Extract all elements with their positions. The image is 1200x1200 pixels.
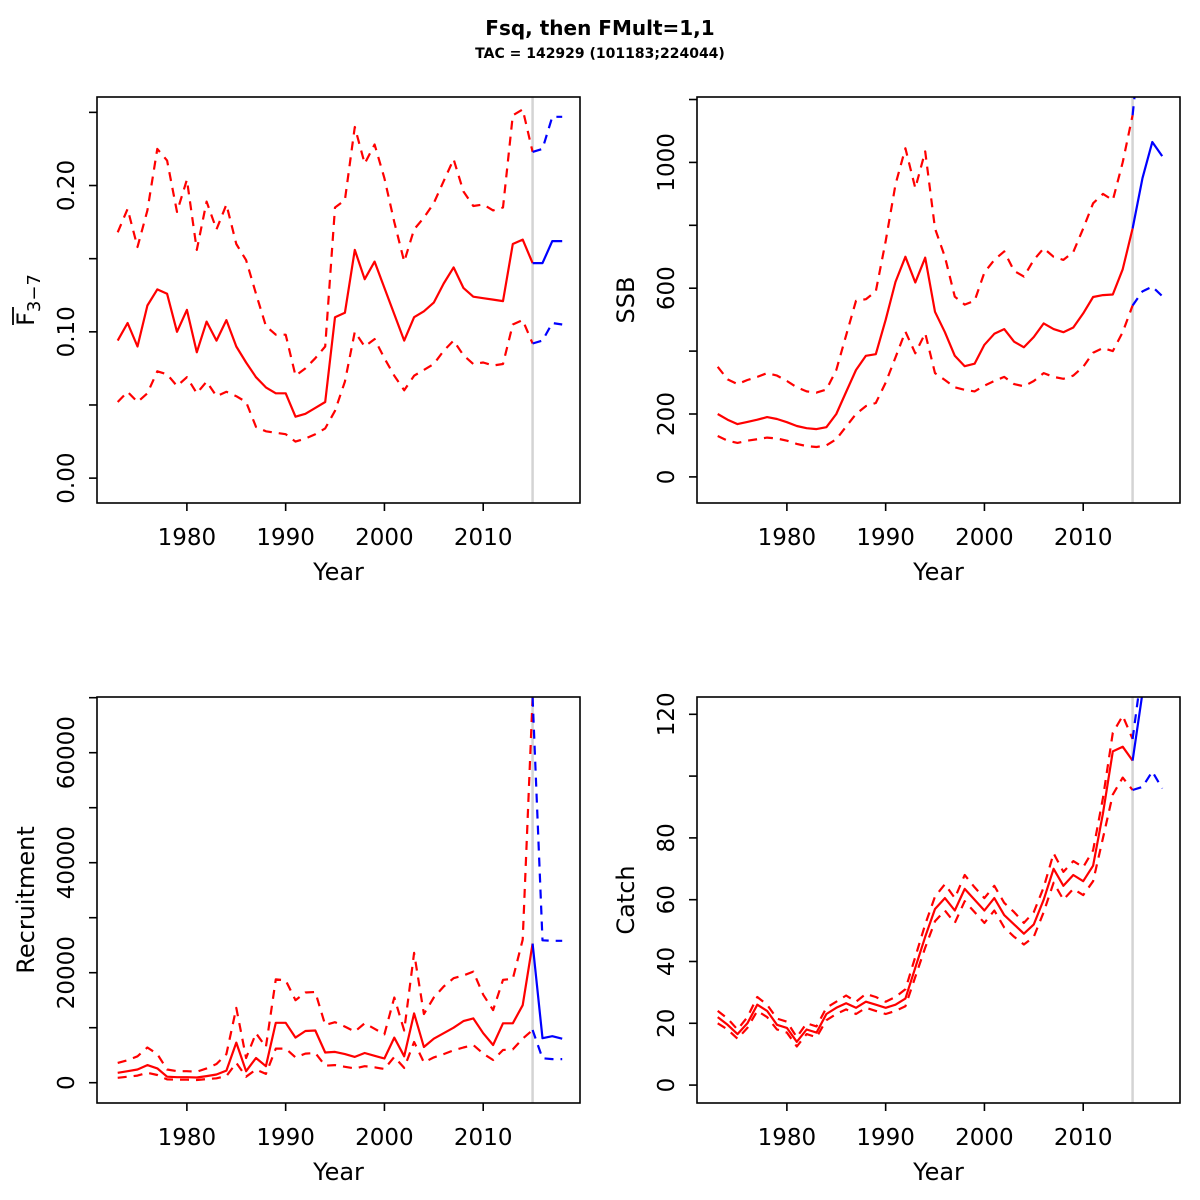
- plot-box-catch: [696, 696, 1181, 1104]
- x-tick-label: 2010: [1054, 1125, 1113, 1151]
- y-tick-label: 40000: [54, 826, 80, 899]
- hist-median-line: [116, 238, 534, 418]
- panel-ssb-chart: 1980 1990 2000 2010 0 200 600 1000 Year SSB: [612, 96, 1181, 586]
- y-axis-title: Catch: [612, 865, 640, 934]
- x-tick-label: 2000: [355, 525, 414, 551]
- hist-upper-bound-line: [717, 714, 1134, 1039]
- y-tick-label: 20: [654, 1009, 680, 1038]
- proj-median-line: [531, 943, 563, 1040]
- hist-median-line: [717, 745, 1134, 1043]
- x-tick-label: 2010: [454, 525, 513, 551]
- plot-area-fbar: [116, 97, 563, 503]
- hist-lower-bound-line: [116, 319, 534, 443]
- x-tick-label: 2010: [1054, 525, 1113, 551]
- x-tick-label: 1990: [256, 1125, 315, 1151]
- x-tick-label: 1990: [256, 525, 315, 551]
- proj-upper-bound-line: [1131, 97, 1136, 116]
- y-tick-label: 1000: [654, 133, 680, 192]
- plot-box-ssb: [696, 96, 1181, 504]
- hist-median-line: [717, 228, 1134, 431]
- proj-median-line: [1131, 697, 1143, 761]
- hist-upper-bound-line: [116, 108, 534, 377]
- x-tick-label: 1980: [758, 1125, 817, 1151]
- y-tick-label: 60: [654, 885, 680, 914]
- x-tick-label: 2010: [454, 1125, 513, 1151]
- y-tick-label: 40: [654, 947, 680, 976]
- panel-recruitment-chart: 1980 1990 2000 2010 0 20000 40000 60000 Year Recr…: [12, 696, 581, 1186]
- hist-lower-bound-line: [717, 305, 1134, 449]
- plot-area-catch: [717, 697, 1164, 1103]
- x-axis-title: Year: [912, 1158, 964, 1186]
- svg-text:Recruitment: Recruitment: [12, 826, 40, 973]
- plot-box-recruitment: [96, 696, 581, 1104]
- figure-subtitle: TAC = 142929 (101183;224044): [475, 46, 725, 62]
- x-tick-label: 1990: [856, 1125, 915, 1151]
- plot-area-ssb: [716, 97, 1164, 503]
- x-tick-label: 1980: [758, 525, 817, 551]
- proj-upper-bound-line: [532, 115, 563, 153]
- hist-lower-bound-line: [717, 776, 1134, 1048]
- proj-lower-bound-line: [1132, 770, 1164, 792]
- proj-median-line: [1131, 140, 1164, 229]
- figure-title: Fsq, then FMult=1,1: [485, 16, 715, 40]
- x-tick-label: 1980: [158, 1125, 217, 1151]
- svg-text:SSB: SSB: [612, 277, 640, 324]
- x-axis-title: Year: [312, 558, 364, 586]
- y-tick-label: 80: [654, 823, 680, 852]
- x-tick-label: 2000: [955, 1125, 1014, 1151]
- hist-upper-bound-line: [716, 114, 1134, 394]
- panel-catch-chart: 1980 1990 2000 2010 0 20 40 60 80 120 Year Catch: [612, 692, 1181, 1186]
- hist-upper-bound-line: [117, 697, 534, 1073]
- svg-text:F3−7: F3−7: [12, 274, 45, 326]
- plot-box-fbar: [96, 96, 581, 504]
- x-tick-label: 1980: [158, 525, 217, 551]
- x-tick-label: 2000: [955, 525, 1014, 551]
- proj-upper-bound-line: [1131, 697, 1140, 740]
- y-axis-title: SSB: [612, 277, 640, 324]
- y-axis-title: Recruitment: [12, 826, 40, 973]
- y-tick-label: 20000: [54, 936, 80, 1009]
- y-axis-title: F3−7: [12, 274, 45, 326]
- y-tick-label: 0.20: [54, 160, 80, 211]
- plot-area-recruitment: [117, 697, 563, 1103]
- x-axis-title: Year: [312, 1158, 364, 1186]
- proj-median-line: [532, 240, 563, 265]
- proj-lower-bound-line: [531, 1029, 563, 1061]
- y-tick-label: 0.00: [54, 453, 80, 504]
- y-tick-label: 200: [654, 392, 680, 436]
- y-tick-label: 0: [654, 1078, 680, 1093]
- x-tick-label: 1990: [856, 525, 915, 551]
- y-tick-label: 0: [654, 470, 680, 485]
- panel-fbar-chart: 1980 1990 2000 2010 0.00 0.10 0.20 Year F3−7: [12, 96, 581, 586]
- hist-lower-bound-line: [117, 1029, 534, 1082]
- y-tick-label: 600: [654, 266, 680, 310]
- svg-text:Catch: Catch: [612, 865, 640, 934]
- y-tick-label: 120: [654, 692, 680, 736]
- x-tick-label: 2000: [355, 1125, 414, 1151]
- y-tick-label: 60000: [54, 716, 80, 789]
- y-tick-label: 0.10: [54, 306, 80, 357]
- x-axis-title: Year: [912, 558, 964, 586]
- y-tick-label: 0: [54, 1075, 80, 1090]
- hist-median-line: [117, 943, 534, 1079]
- proj-lower-bound-line: [1131, 285, 1163, 307]
- proj-upper-bound-line: [531, 697, 563, 942]
- proj-lower-bound-line: [532, 321, 563, 345]
